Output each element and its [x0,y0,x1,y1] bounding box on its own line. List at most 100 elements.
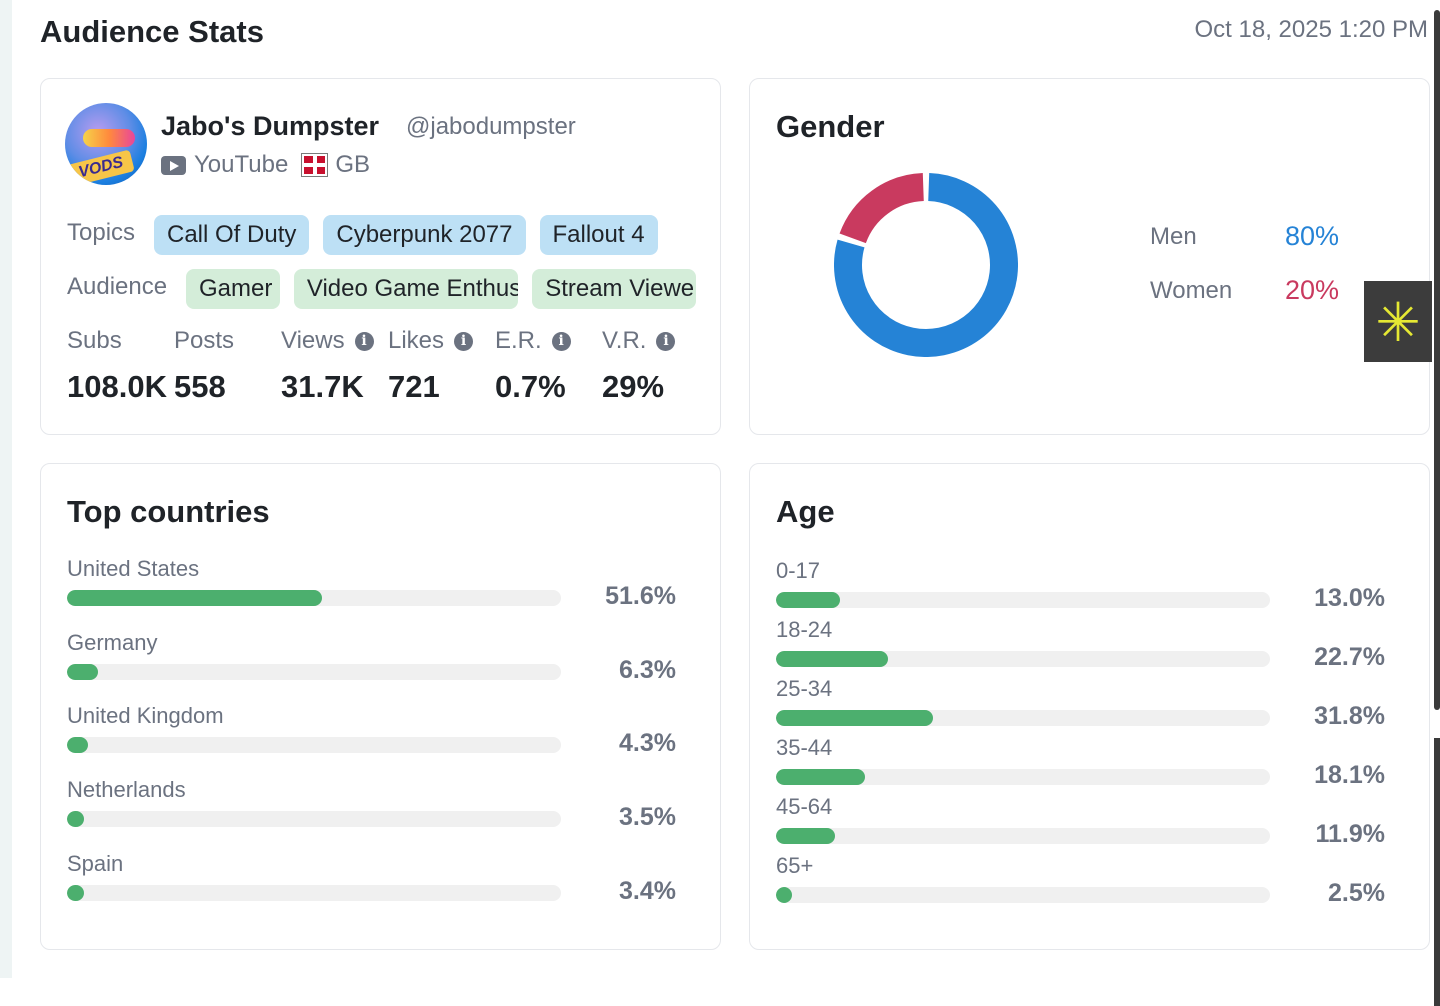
top-countries-card: Top countries United States 51.6% Germany 6… [40,463,721,950]
timestamp: Oct 18, 2025 1:20 PM [1194,16,1428,43]
country-value: 3.4% [619,876,676,905]
donut-segment-men[interactable] [834,173,1018,357]
channel-name[interactable]: Jabo's Dumpster [161,111,379,141]
page-title: Audience Stats [40,14,264,49]
age-bar-fill [776,887,792,903]
country-label: Spain [67,850,124,876]
platform-label: YouTube [194,151,289,178]
gender-value-women: 20% [1285,275,1340,305]
country-bar-track [67,590,561,606]
age-value: 22.7% [1314,643,1385,671]
country-bar-track [67,663,561,680]
age-value: 2.5% [1328,879,1385,907]
countries-title: Top countries [67,494,270,529]
uk-flag-icon [301,153,329,177]
age-label: 25-34 [776,676,833,701]
audience-label: Audience [67,273,168,300]
audience-chip[interactable]: Gamer [186,269,280,309]
age-label: 45-64 [776,794,833,819]
info-icon[interactable]: i [454,331,474,351]
audience-chips: Gamer Video Game Enthus Stream Viewe [186,269,696,309]
asterisk-icon[interactable]: ✳ [1364,281,1432,362]
age-label: 65+ [776,853,814,878]
age-card: Age 0-17 13.0% 18-24 22.7% 25-34 31.8% 35-44 18… [749,463,1430,950]
country-bar-fill [67,737,89,754]
audience-chip[interactable]: Video Game Enthus [293,269,519,309]
stat-label-text: E.R. [495,327,542,354]
country-code: GB [335,151,370,178]
info-icon[interactable]: i [551,331,571,351]
age-bar-fill [776,592,841,608]
age-label: 18-24 [776,617,833,642]
country-label: United Kingdom [67,703,224,729]
audience-chip[interactable]: Stream Viewe [532,269,696,309]
stat-value-er: 0.7% [495,369,566,404]
info-icon[interactable]: i [354,331,374,351]
gender-label-women: Women [1150,277,1233,304]
country-bar-track [67,737,561,754]
stat-label-subs: Subs [67,327,122,355]
donut-segment-women[interactable] [839,173,925,244]
stat-label-text: Likes [388,327,445,354]
stat-label-text: V.R. [602,327,647,354]
country-value: 51.6% [605,582,676,610]
avatar-logo-text: VODS [67,149,135,185]
age-value: 31.8% [1314,702,1385,730]
age-value: 18.1% [1314,761,1385,789]
topic-chip[interactable]: Call Of Duty [154,215,310,255]
avatar-visor [83,129,135,147]
channel-handle[interactable]: @jabodumpster [406,113,576,140]
country-value: 3.5% [619,803,676,832]
stat-value-likes: 721 [388,369,440,404]
country-value: 6.3% [619,655,676,684]
stat-value-views: 31.7K [281,369,364,404]
stat-value-posts: 558 [174,369,226,404]
age-bar-fill [776,769,866,785]
country-value: 4.3% [619,729,676,758]
gender-label-men: Men [1150,223,1197,250]
country-bar-fill [67,884,84,901]
country-label: Germany [67,629,158,655]
stat-label-er: E.R. i [495,327,571,355]
stat-label-posts: Posts [174,327,234,355]
scrollbar-lower[interactable] [1434,738,1440,1006]
stat-label-vr: V.R. i [602,327,676,355]
stat-label-likes: Likes i [388,327,474,355]
country-bar-fill [67,663,99,680]
age-bar-track [776,828,1270,844]
age-bar-track [776,769,1270,785]
youtube-icon [161,155,186,175]
gender-donut-chart [834,173,1018,357]
age-bar-fill [776,651,889,667]
age-label: 35-44 [776,735,833,760]
age-bar-fill [776,828,835,844]
age-title: Age [776,494,835,529]
avatar[interactable]: VODS [65,103,147,185]
age-bar-track [776,651,1270,667]
age-bar-fill [776,710,934,726]
stat-label-views: Views i [281,327,374,355]
stat-label-text: Views [281,327,345,354]
scrollbar[interactable] [1434,10,1440,710]
gender-title: Gender [776,109,885,144]
country-bar-track [67,811,561,828]
country-label: Netherlands [67,777,186,803]
profile-card: VODS Jabo's Dumpster @jabodumpster YouTu… [40,78,721,435]
topics-label: Topics [67,219,136,246]
topic-chip[interactable]: Fallout 4 [539,215,658,255]
info-icon[interactable]: i [656,331,676,351]
topic-chip[interactable]: Cyberpunk 2077 [323,215,526,255]
age-value: 13.0% [1314,584,1385,612]
country-label: United States [67,556,200,581]
country-bar-track [67,884,561,901]
country-bar-fill [67,811,85,828]
gender-value-men: 80% [1285,221,1340,251]
gender-card: Gender Men 80% Women 20% [749,78,1430,435]
age-label: 0-17 [776,558,821,583]
age-bar-track [776,592,1270,608]
country-bar-fill [67,590,322,606]
age-bar-track [776,887,1270,903]
left-edge-strip [0,0,12,978]
stat-label-text: Subs [67,327,122,354]
stat-label-text: Posts [174,327,235,354]
